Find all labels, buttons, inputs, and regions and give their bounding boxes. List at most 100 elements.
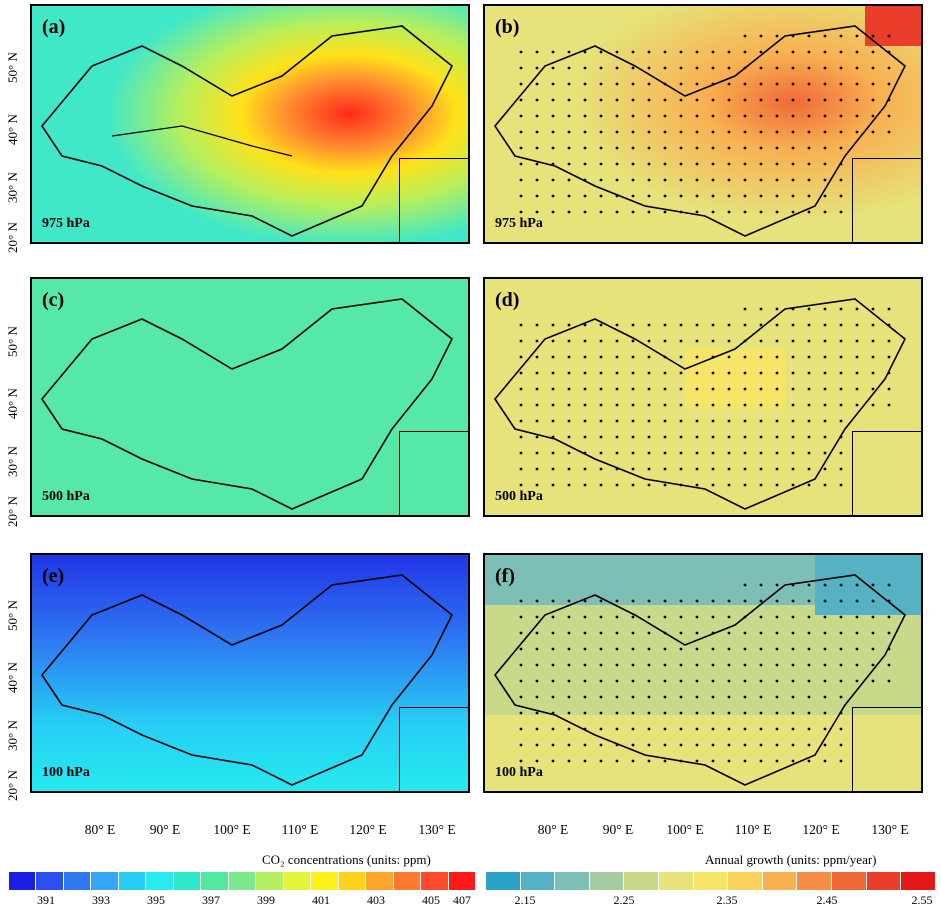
significance-dot	[583, 146, 587, 150]
significance-dot	[791, 695, 795, 699]
significance-dot	[791, 615, 795, 619]
significance-dot	[855, 66, 859, 70]
significance-dot	[743, 307, 747, 311]
significance-dot	[887, 66, 891, 70]
significance-dot	[599, 615, 603, 619]
south-china-sea-inset	[399, 707, 468, 791]
significance-dot	[759, 583, 763, 587]
significance-dot	[551, 178, 555, 182]
colorbar-cell	[658, 872, 693, 890]
panel-e: (e) 100 hPa	[30, 553, 470, 793]
significance-dot	[535, 419, 539, 423]
significance-dot	[743, 178, 747, 182]
south-china-sea-inset	[399, 158, 468, 242]
significance-dot	[519, 467, 523, 471]
significance-dot	[583, 615, 587, 619]
significance-dot	[519, 435, 523, 439]
significance-dot	[535, 98, 539, 102]
significance-dot	[839, 419, 843, 423]
significance-dot	[791, 451, 795, 455]
significance-dot	[743, 727, 747, 731]
significance-dot	[535, 371, 539, 375]
significance-dot	[583, 371, 587, 375]
significance-dot	[663, 371, 667, 375]
colorbar-left-title: CO₂ concentrations (units: ppm)	[262, 852, 431, 867]
significance-dot	[759, 178, 763, 182]
significance-dot	[871, 615, 875, 619]
significance-dot	[535, 711, 539, 715]
significance-dot	[727, 599, 731, 603]
significance-dot	[519, 339, 523, 343]
significance-dot	[551, 66, 555, 70]
significance-dot	[727, 371, 731, 375]
significance-dot	[775, 194, 779, 198]
significance-dot	[615, 695, 619, 699]
significance-dot	[839, 66, 843, 70]
significance-dot	[759, 146, 763, 150]
significance-dot	[823, 727, 827, 731]
significance-dot	[855, 647, 859, 651]
significance-dot	[551, 647, 555, 651]
significance-dot	[759, 50, 763, 54]
significance-dot	[615, 679, 619, 683]
significance-dot	[567, 194, 571, 198]
significance-dot	[839, 727, 843, 731]
significance-dot	[551, 467, 555, 471]
significance-dot	[871, 34, 875, 38]
significance-dot	[823, 210, 827, 214]
significance-dot	[599, 679, 603, 683]
panel-label: (f)	[495, 565, 515, 587]
significance-dot	[599, 483, 603, 487]
significance-dot	[583, 483, 587, 487]
significance-dot	[679, 759, 683, 763]
significance-dot	[759, 599, 763, 603]
colorbar-cell	[172, 872, 201, 890]
significance-dot	[695, 615, 699, 619]
significance-dot	[743, 146, 747, 150]
significance-dot	[823, 339, 827, 343]
significance-dot	[839, 114, 843, 118]
significance-dot	[551, 371, 555, 375]
significance-dot	[871, 130, 875, 134]
pressure-level: 975 hPa	[495, 216, 543, 231]
significance-dot	[583, 727, 587, 731]
significance-dot	[759, 403, 763, 407]
significance-dot	[679, 419, 683, 423]
significance-dot	[775, 419, 779, 423]
map-c	[32, 279, 468, 515]
significance-dot	[535, 50, 539, 54]
significance-dot	[583, 711, 587, 715]
significance-dot	[583, 339, 587, 343]
significance-dot	[567, 615, 571, 619]
significance-dot	[615, 130, 619, 134]
significance-dot	[791, 162, 795, 166]
significance-dot	[807, 50, 811, 54]
significance-dot	[679, 631, 683, 635]
colorbar-cell	[588, 872, 624, 890]
colorbar-tick: 2.15	[514, 893, 536, 907]
colorbar-tick: 2.35	[716, 893, 738, 907]
lon-label: 100° E	[666, 822, 704, 837]
significance-dot	[631, 66, 635, 70]
colorbar-cell	[554, 872, 589, 890]
significance-dot	[823, 759, 827, 763]
colorbar-cell	[8, 872, 36, 890]
significance-dot	[631, 387, 635, 391]
colorbar-cell	[727, 872, 762, 890]
significance-dot	[711, 162, 715, 166]
lon-label: 100° E	[213, 822, 251, 837]
significance-dot	[615, 663, 619, 667]
significance-dot	[887, 647, 891, 651]
significance-dot	[631, 743, 635, 747]
china-outline	[41, 574, 454, 786]
significance-dot	[599, 631, 603, 635]
significance-dot	[759, 82, 763, 86]
significance-dot	[759, 387, 763, 391]
significance-dot	[583, 178, 587, 182]
colorbar-cell	[623, 872, 659, 890]
significance-dot	[599, 743, 603, 747]
significance-dot	[807, 743, 811, 747]
lat-label: 30° N	[5, 172, 20, 204]
significance-dot	[567, 371, 571, 375]
significance-dot	[759, 727, 763, 731]
